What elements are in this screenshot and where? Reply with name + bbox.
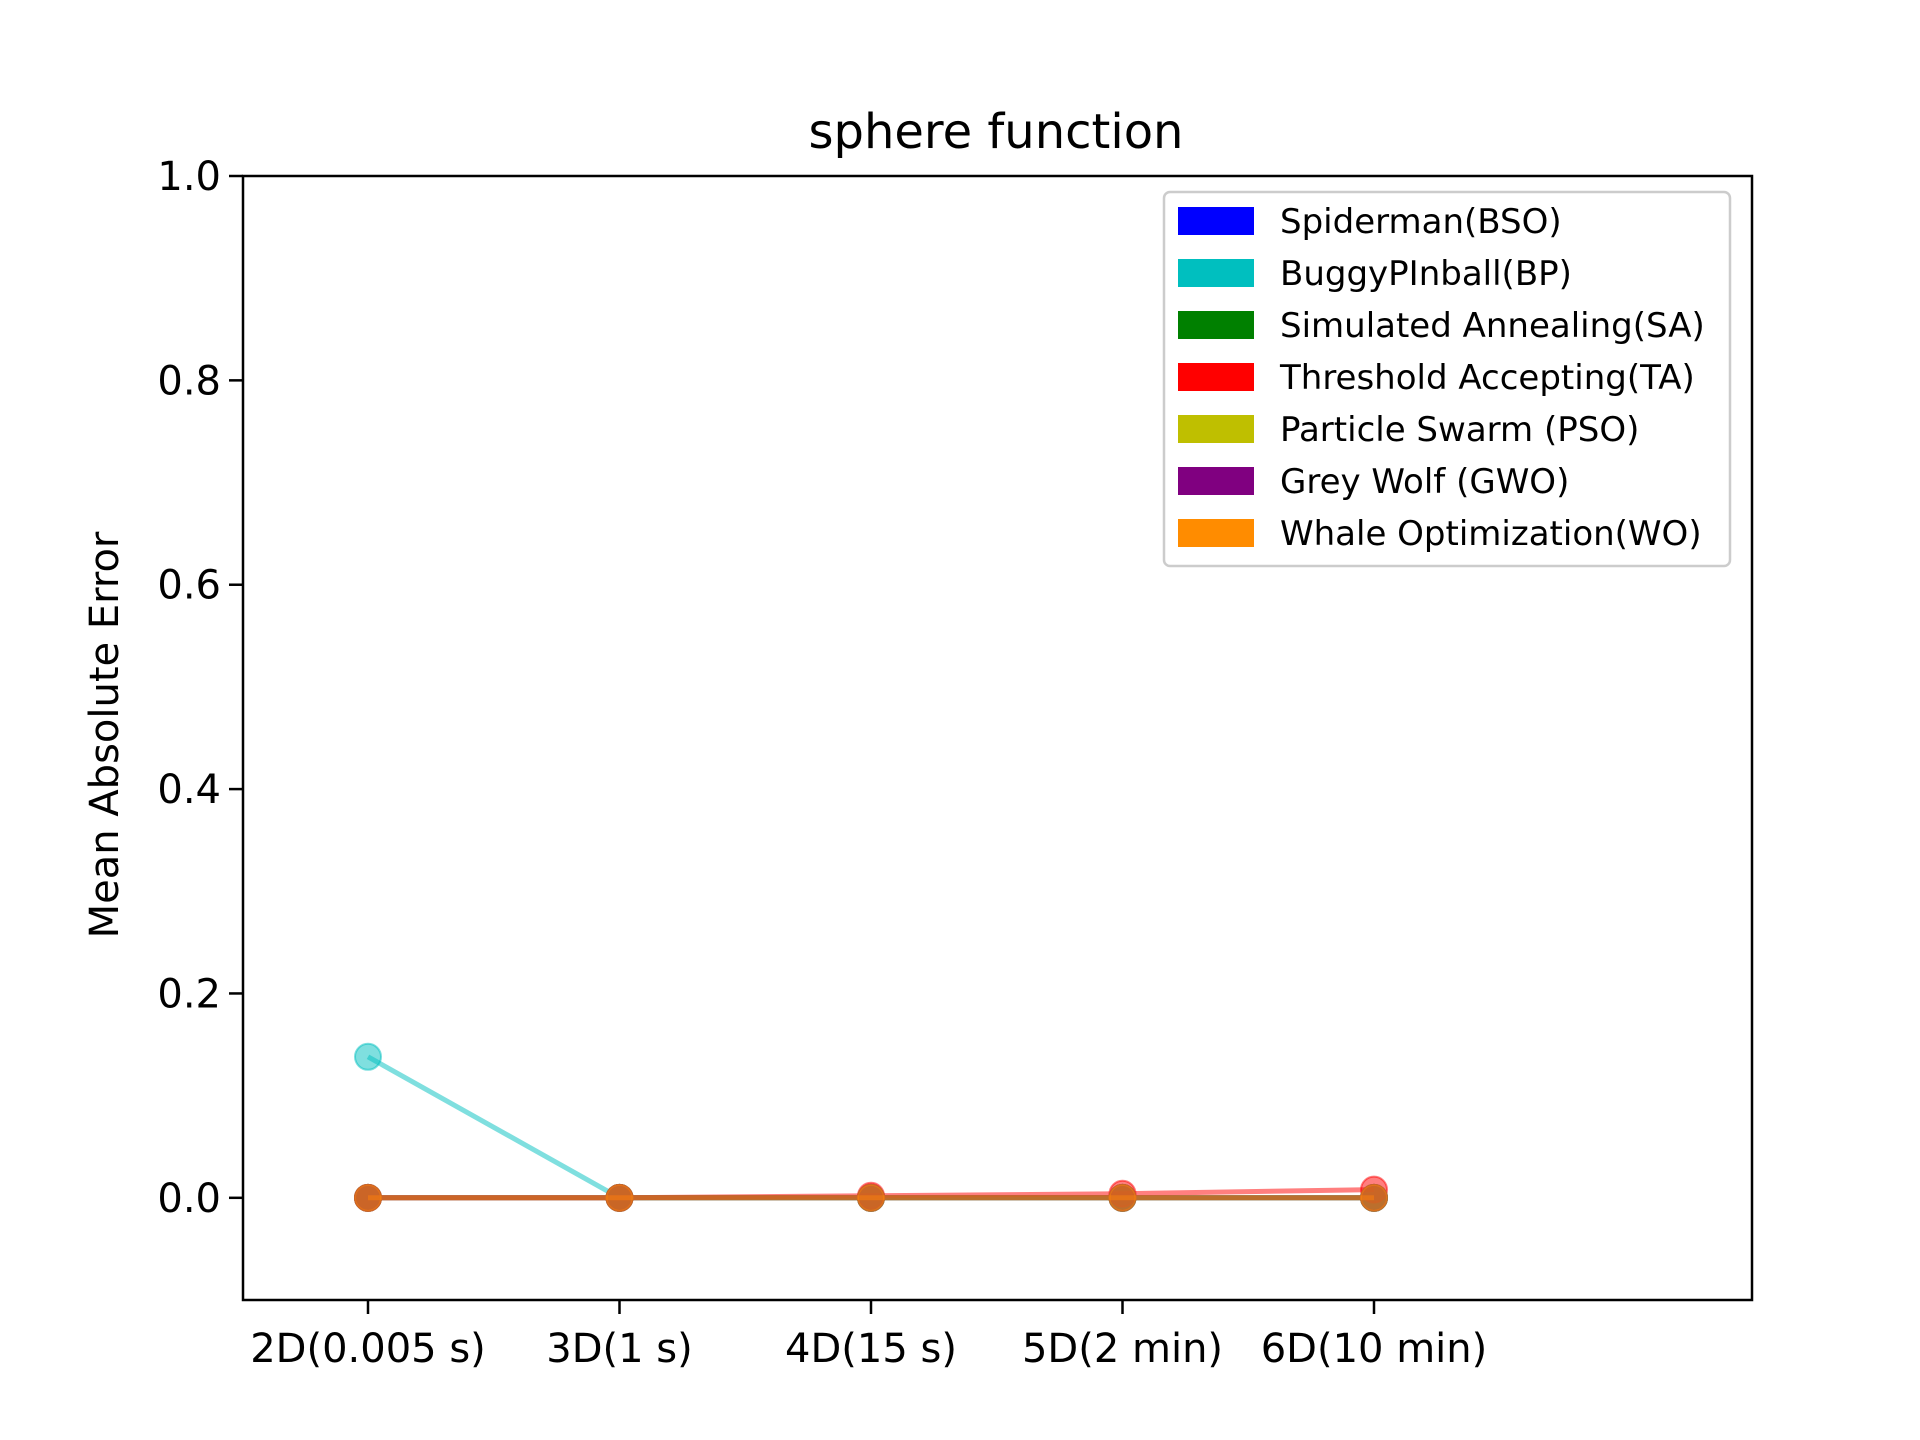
legend-label: Grey Wolf (GWO) <box>1280 462 1569 502</box>
data-point <box>354 1042 382 1071</box>
legend-item: Whale Optimization(WO) <box>1178 514 1702 554</box>
y-tick-label: 1.0 <box>157 154 221 200</box>
legend-swatch <box>1178 415 1254 443</box>
legend-item: Spiderman(BSO) <box>1178 202 1562 242</box>
x-tick-label: 6D(10 min) <box>1261 1326 1488 1372</box>
legend-box <box>1162 190 1732 568</box>
legend-swatch <box>1178 311 1254 339</box>
legend-swatch <box>1178 207 1254 235</box>
axes: 0.0 0.2 0.4 0.6 0.8 1.0 2D(0.005 s) 3D(1 s) 4D(1… <box>157 154 1754 1372</box>
legend-label: Threshold Accepting(TA) <box>1279 358 1695 398</box>
legend-swatch <box>1178 363 1254 391</box>
y-axis-label: Mean Absolute Error <box>82 531 128 938</box>
data-point <box>605 1183 634 1212</box>
legend-swatch <box>1178 259 1254 287</box>
legend-label: Simulated Annealing(SA) <box>1280 306 1705 346</box>
chart-title: sphere function <box>809 104 1184 160</box>
x-tick-label: 5D(2 min) <box>1022 1326 1223 1372</box>
legend-item: Simulated Annealing(SA) <box>1178 306 1705 346</box>
plot-area <box>354 1042 1388 1212</box>
legend-item: BuggyPInball(BP) <box>1178 254 1572 294</box>
legend-item: Threshold Accepting(TA) <box>1178 358 1695 398</box>
legend-label: Particle Swarm (PSO) <box>1280 410 1639 450</box>
data-point <box>1108 1183 1137 1212</box>
y-tick-label: 0.6 <box>157 563 221 609</box>
y-tick-label: 0.0 <box>157 1176 221 1222</box>
y-tick-label: 0.4 <box>157 767 221 813</box>
legend-swatch <box>1178 519 1254 547</box>
legend-item: Particle Swarm (PSO) <box>1178 410 1639 450</box>
data-point <box>354 1183 382 1212</box>
legend-swatch <box>1178 467 1254 495</box>
legend-label: Whale Optimization(WO) <box>1280 514 1702 554</box>
x-tick-label: 3D(1 s) <box>546 1326 692 1372</box>
series-7 <box>354 1183 1388 1212</box>
legend: Spiderman(BSO) BuggyPInball(BP) Simulated … <box>1162 190 1732 568</box>
y-tick-label: 0.8 <box>157 358 221 404</box>
axes-frame <box>241 174 1754 1302</box>
data-point <box>1360 1183 1388 1212</box>
legend-label: Spiderman(BSO) <box>1280 202 1562 242</box>
legend-item: Grey Wolf (GWO) <box>1178 462 1569 502</box>
x-tick-label: 2D(0.005 s) <box>250 1326 486 1372</box>
legend-label: BuggyPInball(BP) <box>1280 254 1572 294</box>
y-tick-label: 0.2 <box>157 971 221 1017</box>
data-point <box>857 1183 885 1212</box>
x-tick-label: 4D(15 s) <box>785 1326 957 1372</box>
